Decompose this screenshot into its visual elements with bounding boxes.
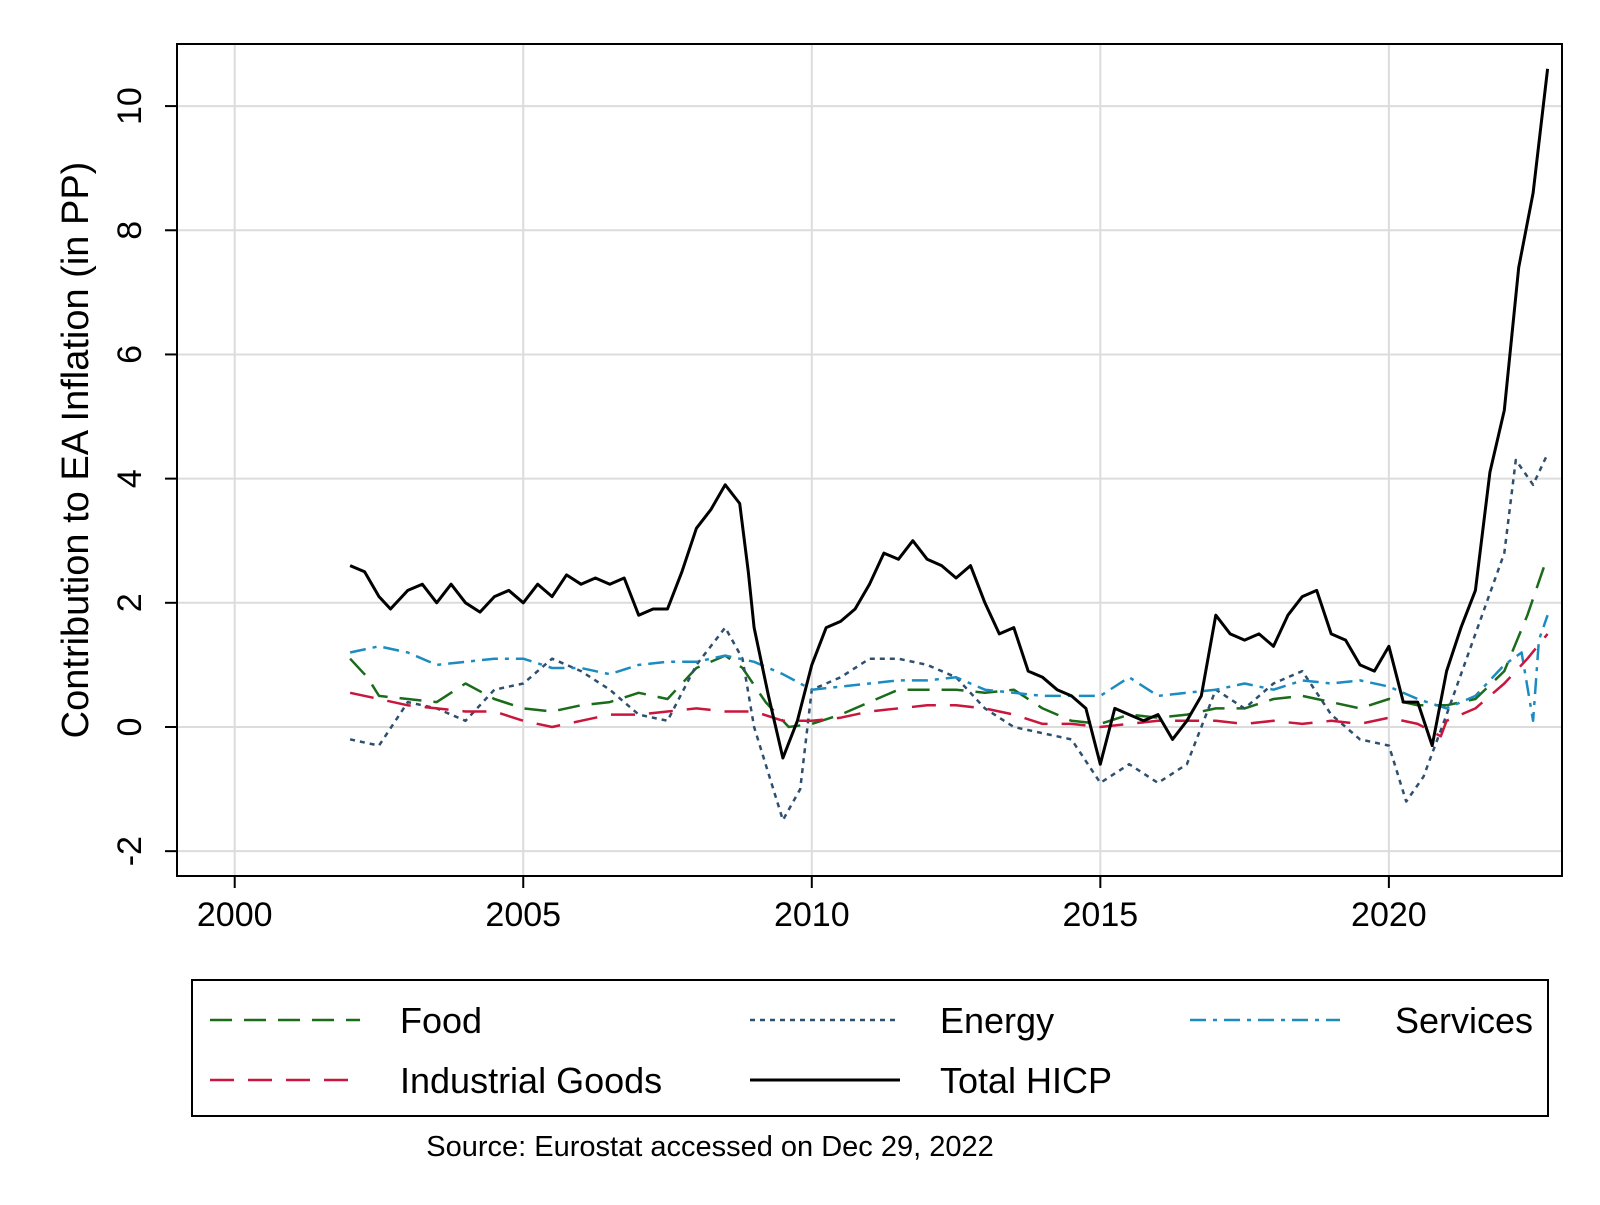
- legend-box: [191, 979, 1549, 1117]
- x-tick-label: 2000: [197, 896, 273, 934]
- legend-label-food: Food: [400, 1000, 482, 1041]
- gridlines: [177, 44, 1562, 876]
- source-note: Source: Eurostat accessed on Dec 29, 202…: [426, 1131, 993, 1163]
- y-tick-label: 10: [111, 87, 149, 125]
- y-tick-label: 2: [111, 593, 149, 612]
- series-line-industrial-goods: [349, 633, 1549, 738]
- plot-frame: [176, 43, 1563, 877]
- y-axis-label: Contribution to EA Inflation (in PP): [55, 162, 97, 739]
- y-tick-label: 8: [111, 221, 149, 240]
- axes: 2000 2005 2010 2015 2020 -2 0 2 4 6 8 10: [111, 87, 1427, 934]
- y-tick-label: -2: [111, 836, 149, 866]
- legend-label-energy: Energy: [940, 1000, 1054, 1041]
- y-tick-label: 0: [111, 718, 149, 737]
- legend-label-total-hicp: Total HICP: [940, 1060, 1112, 1101]
- x-tick-label: 2010: [774, 896, 850, 934]
- series-lines: [349, 68, 1550, 822]
- series-line-services: [349, 614, 1549, 723]
- series-line-energy: [349, 453, 1549, 822]
- x-tick-label: 2020: [1351, 896, 1427, 934]
- y-tick-label: 4: [111, 469, 149, 488]
- x-tick-label: 2005: [485, 896, 561, 934]
- legend: Food Energy Services Industrial Goods Total …: [191, 979, 1549, 1117]
- series-line-total-hicp: [349, 68, 1550, 766]
- y-tick-label: 6: [111, 345, 149, 364]
- x-tick-label: 2015: [1063, 896, 1139, 934]
- legend-label-services: Services: [1395, 1000, 1533, 1041]
- series-line-food: [349, 555, 1549, 729]
- legend-label-industrial-goods: Industrial Goods: [400, 1060, 662, 1101]
